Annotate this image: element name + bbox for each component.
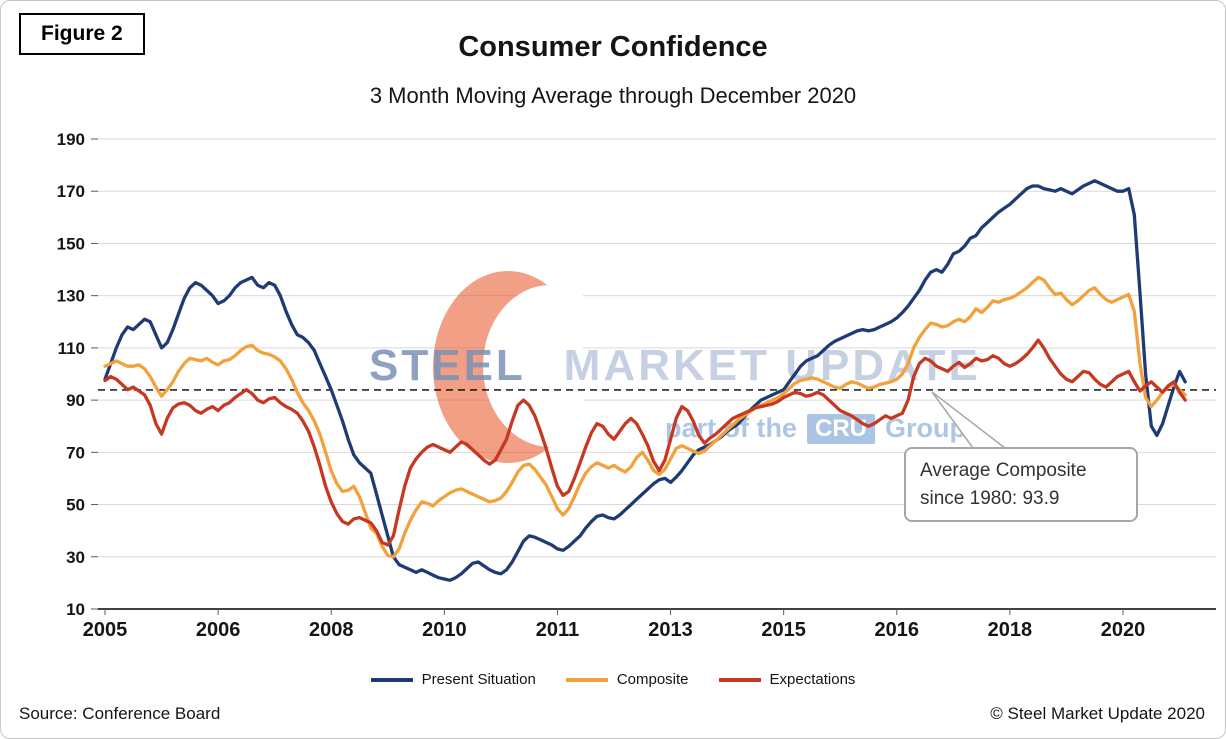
x-axis-label: 2008 bbox=[309, 619, 354, 641]
legend-item-expectations: Expectations bbox=[718, 671, 856, 688]
legend-label-present-situation: Present Situation bbox=[421, 671, 536, 688]
figure-label: Figure 2 bbox=[19, 13, 145, 55]
legend-swatch-expectations bbox=[718, 677, 761, 682]
legend-item-composite: Composite bbox=[565, 671, 689, 688]
x-axis-label: 2005 bbox=[83, 619, 128, 641]
gridlines bbox=[98, 138, 1216, 610]
copyright-note: © Steel Market Update 2020 bbox=[990, 704, 1205, 723]
legend-swatch-present-situation bbox=[370, 677, 413, 682]
y-axis-label: 90 bbox=[66, 391, 85, 410]
x-axis-label: 2010 bbox=[422, 619, 467, 641]
series-line-expectations bbox=[103, 338, 1187, 547]
chart-subtitle: 3 Month Moving Average through December … bbox=[369, 83, 857, 108]
legend-label-expectations: Expectations bbox=[769, 671, 856, 688]
source-note: Source: Conference Board bbox=[19, 704, 221, 723]
y-axis-label: 70 bbox=[66, 443, 85, 462]
legend-label-composite: Composite bbox=[616, 671, 689, 688]
y-axis-label: 50 bbox=[66, 496, 85, 515]
callout-line-2: since 1980: 93.9 bbox=[920, 487, 1060, 509]
x-axis-label: 2020 bbox=[1101, 619, 1146, 641]
y-axis-label: 110 bbox=[58, 339, 85, 358]
x-axis-label: 2013 bbox=[648, 619, 693, 641]
series-line-composite bbox=[103, 275, 1187, 559]
average-composite-callout: Average Composite since 1980: 93.9 bbox=[904, 447, 1138, 523]
y-axis-label: 30 bbox=[66, 548, 85, 567]
chart-title: Consumer Confidence bbox=[458, 31, 768, 63]
x-axis-label: 2018 bbox=[988, 619, 1033, 641]
x-axis-label: 2015 bbox=[761, 619, 806, 641]
y-axis-label: 190 bbox=[57, 130, 85, 149]
legend-swatch-composite bbox=[565, 677, 608, 682]
x-axis-label: 2011 bbox=[536, 619, 579, 641]
y-axis-label: 150 bbox=[57, 234, 85, 253]
callout-leader bbox=[931, 391, 1008, 449]
y-axis-label: 130 bbox=[57, 287, 85, 306]
y-axis-label: 170 bbox=[57, 182, 85, 201]
chart-legend: Present Situation Composite Expectations bbox=[1, 671, 1225, 688]
series-line-present-situation bbox=[103, 179, 1187, 582]
x-axis-label: 2006 bbox=[196, 619, 241, 641]
y-axis-label: 10 bbox=[66, 600, 85, 619]
legend-item-present-situation: Present Situation bbox=[370, 671, 536, 688]
x-axis-label: 2016 bbox=[875, 619, 920, 641]
callout-line-1: Average Composite bbox=[920, 460, 1087, 481]
